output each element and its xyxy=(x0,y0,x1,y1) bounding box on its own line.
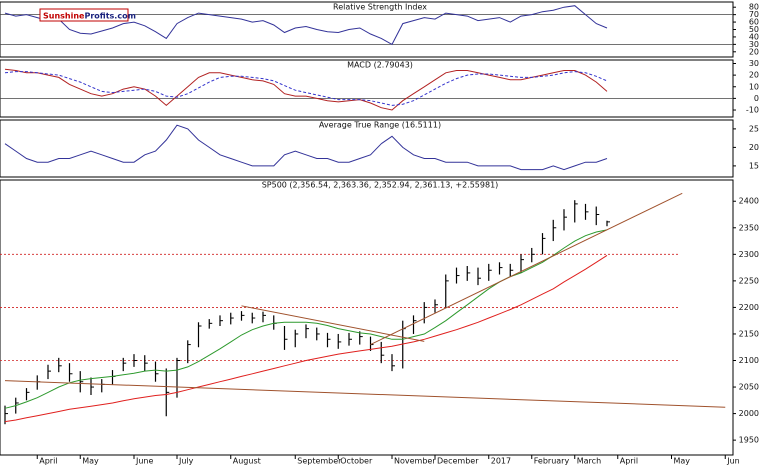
y-tick-label: 2000 xyxy=(739,409,759,418)
panel-frame xyxy=(0,179,734,456)
y-tick-label: 0 xyxy=(754,94,759,103)
x-tick-label: May xyxy=(674,457,691,466)
y-tick-label: 70 xyxy=(749,10,759,19)
y-tick-label: 2250 xyxy=(739,276,759,285)
x-tick-label: April xyxy=(620,457,638,466)
x-tick-label: May xyxy=(82,457,99,466)
y-tick-label: 20 xyxy=(749,71,759,80)
series-line xyxy=(4,5,608,46)
y-tick-label: 30 xyxy=(749,40,759,49)
trendline xyxy=(4,380,726,408)
series-line xyxy=(4,124,608,171)
y-tick-label: 50 xyxy=(749,25,759,34)
y-tick-label: 60 xyxy=(749,18,759,27)
y-tick-label: 2200 xyxy=(739,303,759,312)
y-tick-label: 10 xyxy=(749,82,759,91)
brand-part1: Sunshine xyxy=(43,11,85,20)
y-tick-label: 2100 xyxy=(739,356,759,365)
y-tick-label: 2300 xyxy=(739,250,759,259)
y-tick-label: 1950 xyxy=(739,436,759,445)
x-tick-label: Jun xyxy=(726,457,740,466)
y-tick-label: 2350 xyxy=(739,223,759,232)
panel-frame xyxy=(0,59,734,118)
series-line xyxy=(4,71,608,106)
x-tick-label: April xyxy=(39,457,57,466)
trendline xyxy=(370,192,683,346)
series-line xyxy=(4,68,608,111)
x-tick-label: December xyxy=(437,457,479,466)
x-tick-label: 2017 xyxy=(491,457,511,466)
x-tick-label: July xyxy=(178,457,194,466)
trendline xyxy=(241,305,425,342)
brand-box xyxy=(39,8,129,22)
y-tick-label: 2400 xyxy=(739,197,759,206)
y-tick-label: 2050 xyxy=(739,383,759,392)
x-tick-label: August xyxy=(233,457,261,466)
y-tick-label: 2150 xyxy=(739,329,759,338)
panel-title: MACD (2.79043) xyxy=(347,61,413,70)
brand-text: SunshineProfits.com xyxy=(43,11,136,20)
x-tick-label: September xyxy=(297,457,342,466)
x-tick-label: June xyxy=(135,457,154,466)
x-tick-label: February xyxy=(534,457,570,466)
brand-logo: SunshineProfits.com xyxy=(39,8,136,22)
y-tick-label: 30 xyxy=(749,59,759,68)
panel-title: Average True Range (16.5111) xyxy=(319,121,441,130)
y-tick-label: 40 xyxy=(749,32,759,41)
y-tick-label: 20 xyxy=(749,143,759,152)
y-tick-label: 20 xyxy=(749,47,759,56)
x-tick-label: November xyxy=(394,457,436,466)
brand-part2: Profits.com xyxy=(84,11,135,20)
y-tick-label: 25 xyxy=(749,124,759,133)
x-tick-label: October xyxy=(340,457,373,466)
panel-title: SP500 (2,356.54, 2,363.36, 2,352.94, 2,3… xyxy=(262,181,499,190)
panel-title: Relative Strength Index xyxy=(333,3,427,12)
series-line xyxy=(4,254,608,423)
y-tick-label: 15 xyxy=(749,161,759,170)
y-tick-label: -10 xyxy=(746,106,759,115)
y-tick-label: 80 xyxy=(749,3,759,12)
x-tick-label: March xyxy=(577,457,601,466)
panel-frame xyxy=(0,119,734,178)
